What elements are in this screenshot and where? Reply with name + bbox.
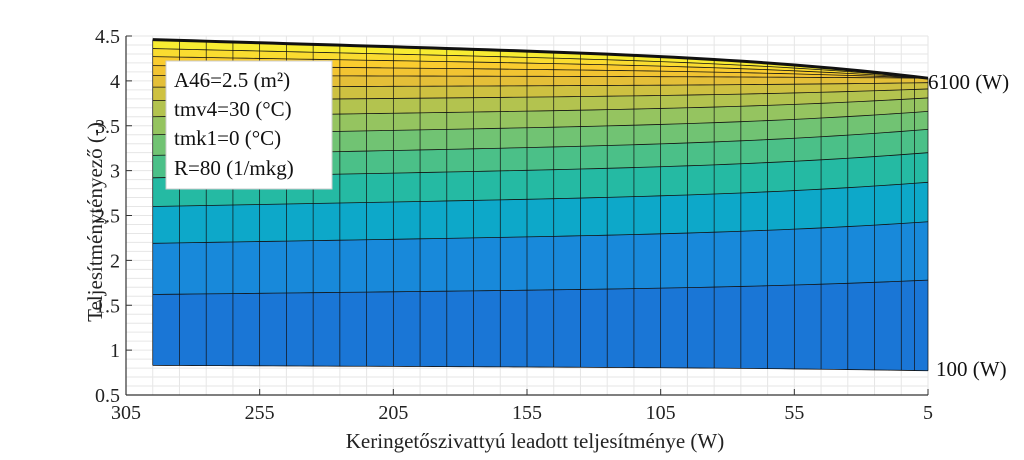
- y-tick-label: 3.5: [95, 116, 120, 138]
- y-tick-label: 2.5: [95, 206, 120, 228]
- y-tick-label: 0.5: [95, 385, 120, 407]
- legend-line-area: A46=2.5 (m²): [174, 68, 290, 92]
- y-tick-label: 2: [110, 250, 120, 272]
- x-tick-label: 205: [378, 402, 408, 424]
- legend-box: A46=2.5 (m²) tmv4=30 (°C) tmk1=0 (°C) R=…: [165, 60, 333, 190]
- bottom-curve: [152, 364, 929, 372]
- x-tick-label: 5: [923, 402, 933, 424]
- band-boundary: [152, 48, 929, 79]
- band-boundary: [152, 221, 929, 244]
- surface-band: [152, 65, 928, 79]
- surface-band: [152, 221, 928, 295]
- surface-band: [152, 97, 928, 135]
- surface-band: [152, 111, 928, 156]
- x-tick-label: 55: [784, 402, 804, 424]
- band-boundary: [152, 279, 929, 295]
- surface-band: [152, 56, 928, 79]
- x-tick-label: 105: [646, 402, 676, 424]
- y-tick-label: 1.5: [95, 295, 120, 317]
- x-tick-label: 255: [245, 402, 275, 424]
- surface-band: [152, 182, 928, 244]
- ticks: 305 255 205 155 105 55 50.511.522.533.544.5: [95, 26, 933, 424]
- y-axis-label: Teljesítménytényező (-): [83, 122, 107, 322]
- top-curve-label: 6100 (W): [928, 70, 1009, 94]
- surface-band: [152, 88, 928, 117]
- y-tick-label: 1: [110, 340, 120, 362]
- surface-band: [152, 82, 928, 101]
- surface: [152, 38, 929, 372]
- surface-band: [152, 75, 928, 88]
- legend-line-tmk1: tmk1=0 (°C): [174, 126, 281, 150]
- legend-line-tmv4: tmv4=30 (°C): [174, 97, 292, 121]
- bottom-curve-label: 100 (W): [936, 357, 1007, 381]
- surface-band: [152, 39, 928, 79]
- y-tick-label: 3: [110, 161, 120, 183]
- legend-line-r: R=80 (1/mkg): [174, 156, 294, 180]
- band-boundary: [152, 56, 929, 79]
- x-tick-label: 305: [111, 402, 141, 424]
- x-tick-label: 155: [512, 402, 542, 424]
- surface-band: [152, 280, 928, 371]
- x-axis-label: Keringetőszivattyú leadott teljesítménye…: [346, 429, 724, 453]
- band-boundary: [152, 181, 929, 207]
- surface-band: [152, 48, 928, 79]
- top-curve: [152, 38, 929, 80]
- y-tick-label: 4: [110, 71, 120, 93]
- y-tick-label: 4.5: [95, 26, 120, 48]
